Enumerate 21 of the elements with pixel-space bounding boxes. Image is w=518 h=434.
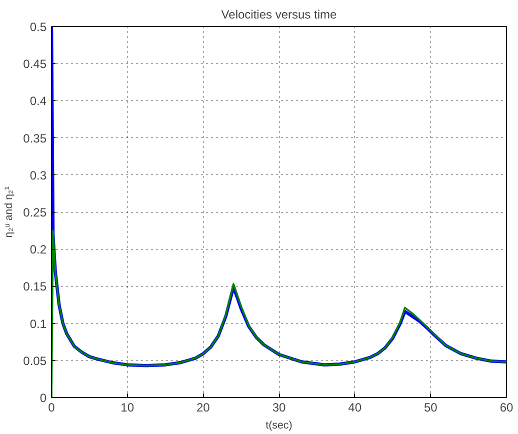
x-tick-label: 60 <box>500 400 514 414</box>
y-tick-label: 0.05 <box>23 354 47 368</box>
y-tick-label: 0.3 <box>30 168 47 182</box>
y-tick-label: 0.5 <box>30 20 47 34</box>
y-tick-label: 0.4 <box>30 94 47 108</box>
chart-title: Velocities versus time <box>221 8 338 22</box>
y-tick-label: 0.35 <box>23 131 47 146</box>
x-tick-label: 40 <box>348 400 362 414</box>
y-tick-label: 0.2 <box>30 242 47 257</box>
y-axis-title: η₂ᵘ and η₂¹ <box>3 186 16 238</box>
y-tick-label: 0.1 <box>30 316 47 331</box>
y-tick-label: 0.45 <box>23 57 47 72</box>
x-axis-title: t(sec) <box>266 420 292 432</box>
x-tick-label: 50 <box>424 400 438 414</box>
y-tick-label: 0.15 <box>23 280 47 294</box>
y-tick-label: 0 <box>40 391 47 405</box>
y-tick-label: 0.25 <box>23 206 47 220</box>
x-tick-label: 30 <box>272 400 286 414</box>
x-tick-label: 20 <box>196 400 210 414</box>
x-tick-label: 10 <box>120 400 134 414</box>
x-tick-label: 0 <box>48 400 56 414</box>
